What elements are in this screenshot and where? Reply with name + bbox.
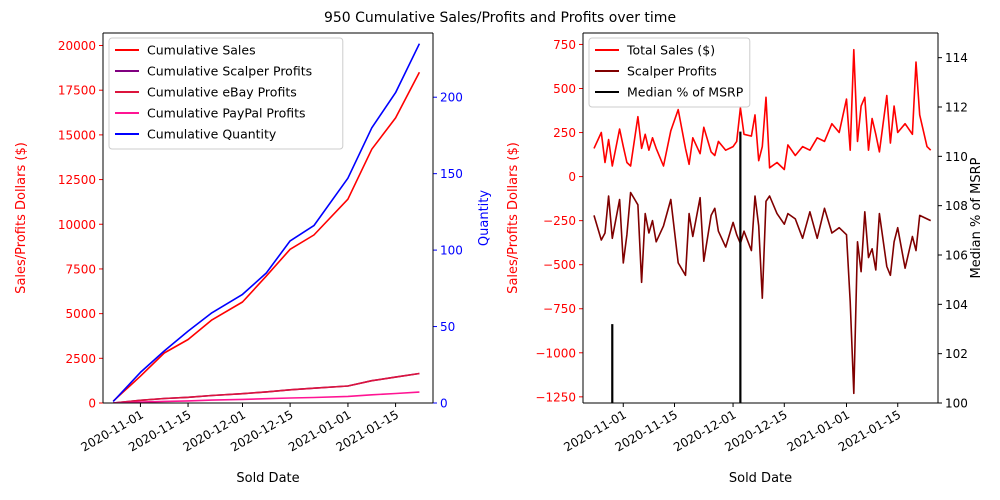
y-tick-label: 10000 [58, 218, 96, 232]
y-axis-label: Sales/Profits Dollars ($) [506, 142, 521, 294]
cumulative-sales-line [112, 71, 421, 402]
legend-entry: Cumulative eBay Profits [147, 85, 297, 100]
x-axis-label: Sold Date [236, 471, 299, 486]
y-tick-label: −500 [543, 258, 576, 272]
y2-axis-label: Median % of MSRP [969, 157, 984, 278]
y2-tick-label: 108 [945, 199, 968, 213]
y2-tick-label: 150 [440, 167, 463, 181]
y-tick-label: 0 [568, 170, 576, 184]
y2-tick-label: 50 [440, 320, 455, 334]
y2-tick-label: 104 [945, 298, 968, 312]
legend: Cumulative Sales Cumulative Scalper Profi… [108, 37, 344, 150]
legend-entry: Scalper Profits [627, 64, 717, 79]
legend-box [588, 37, 751, 108]
y2-tick-label: 200 [440, 91, 463, 105]
cumulative-quantity-line [112, 43, 421, 403]
x-axis-label: Sold Date [729, 471, 792, 486]
legend-entry: Total Sales ($) [626, 43, 715, 58]
plot-area [112, 43, 421, 403]
y2-tick-label: 100 [440, 244, 463, 258]
y2-tick-label: 102 [945, 347, 968, 361]
legend-entry: Cumulative Sales [147, 43, 256, 58]
legend-box [108, 37, 344, 150]
figure-title: 950 Cumulative Sales/Profits and Profits… [324, 10, 676, 26]
y-tick-label: 7500 [65, 262, 96, 276]
y2-tick-label: 110 [945, 150, 968, 164]
y2-axis-label: Quantity [477, 190, 492, 246]
legend-entry: Median % of MSRP [627, 85, 744, 100]
y-axis-label: Sales/Profits Dollars ($) [14, 142, 29, 294]
y2-tick-label: 0 [440, 397, 448, 411]
y-tick-label: 5000 [65, 307, 96, 321]
y-tick-label: 12500 [58, 173, 96, 187]
y-tick-label: 500 [553, 82, 576, 96]
y-tick-label: −750 [543, 302, 576, 316]
legend: Total Sales ($) Scalper Profits Median % o… [588, 37, 751, 108]
scalper-profits-line [593, 191, 932, 395]
y-tick-label: −250 [543, 214, 576, 228]
y2-tick-label: 106 [945, 249, 968, 263]
y2-tick-label: 112 [945, 101, 968, 115]
cumulative-paypal-profits-line [113, 391, 420, 403]
y-tick-label: 750 [553, 38, 576, 52]
legend-entry: Cumulative Scalper Profits [147, 64, 312, 79]
cumulative-ebay-profits-line [113, 372, 420, 403]
y-tick-label: 17500 [58, 84, 96, 98]
right-chart: 2020-11-012020-11-152020-12-012020-12-15… [506, 32, 984, 486]
y-tick-label: 20000 [58, 39, 96, 53]
legend-entry: Cumulative PayPal Profits [147, 106, 306, 121]
y-tick-label: −1000 [535, 346, 576, 360]
left-chart: 2020-11-012020-11-152020-12-012020-12-15… [14, 32, 492, 486]
y-tick-label: −1250 [535, 390, 576, 404]
plot-area [593, 48, 932, 403]
y-tick-label: 2500 [65, 352, 96, 366]
y2-tick-label: 100 [945, 397, 968, 411]
y-tick-label: 0 [88, 397, 96, 411]
y-tick-label: 15000 [58, 128, 96, 142]
y-tick-label: 250 [553, 126, 576, 140]
legend-entry: Cumulative Quantity [147, 127, 277, 142]
total-sales-line [593, 48, 932, 171]
y2-tick-label: 114 [945, 51, 968, 65]
